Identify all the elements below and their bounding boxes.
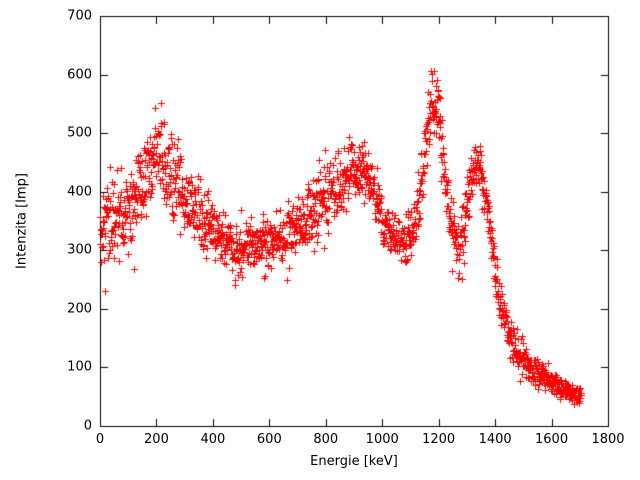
y-tick-label: 600 [67, 67, 92, 83]
y-tick-label: 400 [67, 184, 92, 200]
x-tick-label: 600 [256, 432, 282, 447]
x-tick-label: 1000 [365, 432, 399, 447]
y-tick-label: 200 [67, 301, 92, 317]
x-tick-label: 400 [200, 432, 226, 447]
y-tick-label: 700 [67, 8, 92, 24]
x-axis-label: Energie [keV] [310, 454, 398, 469]
x-tick-label: 1200 [422, 432, 456, 447]
y-tick-label: 500 [67, 125, 92, 141]
x-tick-label: 200 [144, 432, 169, 447]
y-tick-label: 100 [67, 359, 92, 375]
y-tick-label: 0 [83, 418, 92, 434]
x-tick-label: 800 [313, 432, 339, 447]
y-tick-label: 300 [67, 242, 92, 258]
x-tick-label: 1400 [478, 432, 512, 447]
x-tick-label: 1800 [591, 432, 625, 447]
x-tick-label: 0 [95, 432, 105, 447]
y-axis-label: Intenzita [Imp] [14, 173, 30, 269]
x-tick-label: 1600 [535, 432, 569, 447]
